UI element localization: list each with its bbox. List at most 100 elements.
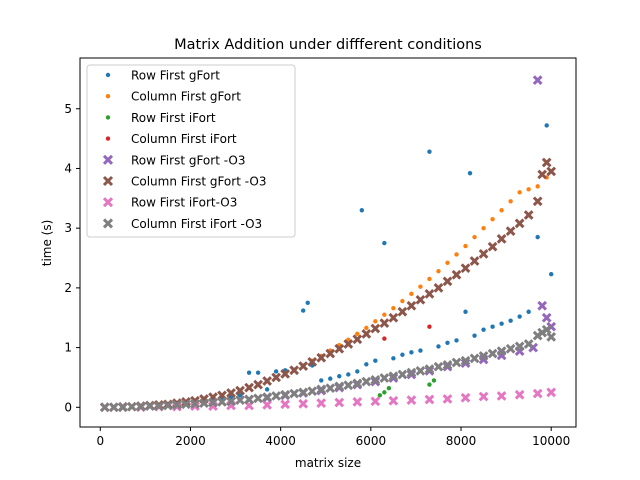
legend-label: Row First gFort bbox=[131, 69, 220, 83]
y-tick-label: 2 bbox=[64, 281, 72, 295]
data-point bbox=[445, 340, 450, 346]
data-point bbox=[181, 399, 191, 410]
data-point bbox=[298, 387, 309, 398]
data-point bbox=[388, 371, 399, 382]
data-point bbox=[359, 208, 365, 213]
data-point bbox=[373, 358, 378, 363]
x-tick-label: 10000 bbox=[532, 434, 570, 448]
data-point bbox=[328, 376, 333, 381]
data-point bbox=[99, 402, 110, 413]
y-axis: 0 1 2 3 4 5 bbox=[64, 102, 80, 414]
data-point bbox=[244, 394, 254, 405]
data-point bbox=[418, 348, 423, 353]
data-point bbox=[436, 268, 441, 274]
legend-marker bbox=[105, 94, 111, 99]
legend-label: Row First iFort bbox=[131, 111, 216, 125]
data-point bbox=[406, 300, 417, 311]
data-point bbox=[397, 306, 408, 317]
data-point bbox=[454, 252, 459, 257]
data-point bbox=[467, 171, 473, 176]
data-point bbox=[537, 169, 548, 180]
data-point bbox=[535, 184, 540, 189]
data-point bbox=[316, 398, 327, 408]
data-point bbox=[154, 401, 164, 411]
data-point bbox=[280, 399, 291, 410]
data-point bbox=[307, 357, 318, 367]
data-point bbox=[427, 276, 432, 282]
data-point bbox=[343, 339, 354, 349]
data-point bbox=[415, 294, 426, 305]
legend-marker bbox=[105, 72, 111, 78]
data-point bbox=[391, 356, 396, 361]
y-tick-label: 3 bbox=[64, 221, 72, 235]
data-point bbox=[262, 376, 272, 386]
data-point bbox=[255, 370, 261, 375]
y-tick-label: 4 bbox=[64, 161, 72, 175]
data-point bbox=[424, 288, 435, 299]
data-point bbox=[388, 395, 399, 406]
data-point bbox=[199, 398, 209, 408]
data-point bbox=[235, 385, 245, 396]
data-point bbox=[382, 312, 387, 317]
data-point bbox=[382, 336, 387, 341]
data-point bbox=[346, 372, 351, 377]
data-point bbox=[496, 346, 507, 357]
data-point bbox=[526, 309, 531, 314]
data-point bbox=[307, 386, 318, 397]
data-point bbox=[442, 276, 453, 287]
data-point bbox=[454, 338, 459, 343]
data-point bbox=[325, 348, 336, 359]
x-tick-label: 6000 bbox=[356, 434, 387, 448]
data-point bbox=[400, 298, 405, 304]
data-point bbox=[499, 321, 504, 326]
legend-marker bbox=[102, 218, 114, 229]
legend-item: Row First iFort-O3 bbox=[102, 196, 237, 210]
legend-marker bbox=[102, 175, 114, 187]
legend-item: Column First iFort bbox=[105, 132, 237, 146]
data-point bbox=[427, 324, 432, 329]
x-tick-label: 4000 bbox=[265, 434, 296, 448]
data-point bbox=[273, 369, 279, 374]
data-point bbox=[451, 357, 462, 368]
data-point bbox=[478, 391, 489, 402]
data-point bbox=[181, 397, 191, 407]
data-point bbox=[499, 208, 504, 213]
data-point bbox=[364, 325, 369, 331]
data-point bbox=[406, 367, 417, 378]
legend-label: Column First gFort bbox=[131, 90, 241, 104]
data-point bbox=[386, 385, 392, 391]
data-point bbox=[433, 283, 444, 293]
data-point bbox=[469, 353, 480, 364]
data-point bbox=[301, 308, 306, 313]
data-point bbox=[415, 366, 426, 376]
data-point bbox=[235, 395, 245, 405]
data-point bbox=[334, 381, 345, 392]
data-point bbox=[397, 369, 408, 380]
data-point bbox=[532, 196, 543, 207]
x-axis: 0 2000 4000 6000 8000 10000 bbox=[96, 427, 570, 448]
data-point bbox=[126, 401, 137, 412]
data-point bbox=[391, 305, 396, 311]
data-point bbox=[427, 382, 432, 387]
data-point bbox=[505, 343, 516, 354]
data-point bbox=[280, 368, 291, 379]
data-point bbox=[546, 166, 557, 177]
data-point bbox=[352, 334, 363, 345]
data-point bbox=[190, 401, 200, 411]
data-point bbox=[172, 400, 182, 410]
data-point bbox=[433, 361, 444, 372]
data-point bbox=[418, 284, 423, 289]
data-point bbox=[325, 383, 336, 394]
data-point bbox=[546, 331, 557, 342]
data-point bbox=[541, 324, 552, 335]
data-point bbox=[316, 352, 327, 363]
data-point bbox=[382, 390, 387, 395]
data-point bbox=[217, 397, 227, 407]
legend-label: Column First gFort -O3 bbox=[131, 175, 266, 189]
data-point bbox=[436, 344, 441, 349]
data-point bbox=[237, 393, 243, 398]
legend-marker bbox=[105, 115, 111, 120]
data-point bbox=[541, 157, 552, 168]
x-tick-label: 0 bbox=[96, 434, 104, 448]
